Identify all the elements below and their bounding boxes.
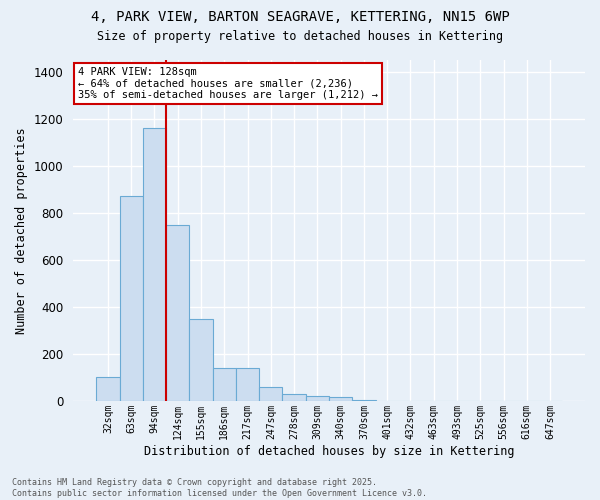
Y-axis label: Number of detached properties: Number of detached properties (15, 127, 28, 334)
Text: 4 PARK VIEW: 128sqm
← 64% of detached houses are smaller (2,236)
35% of semi-det: 4 PARK VIEW: 128sqm ← 64% of detached ho… (78, 67, 378, 100)
Bar (329, 398, 352, 401)
Bar (352, 400, 376, 401)
Bar (306, 396, 329, 401)
Text: Contains HM Land Registry data © Crown copyright and database right 2025.
Contai: Contains HM Land Registry data © Crown c… (12, 478, 427, 498)
Bar (259, 387, 283, 401)
Bar (212, 368, 236, 401)
X-axis label: Distribution of detached houses by size in Kettering: Distribution of detached houses by size … (144, 444, 514, 458)
Bar (283, 394, 306, 401)
Bar (96, 378, 119, 401)
Text: Size of property relative to detached houses in Kettering: Size of property relative to detached ho… (97, 30, 503, 43)
Text: 4, PARK VIEW, BARTON SEAGRAVE, KETTERING, NN15 6WP: 4, PARK VIEW, BARTON SEAGRAVE, KETTERING… (91, 10, 509, 24)
Bar (166, 224, 190, 401)
Bar (143, 128, 166, 401)
Bar (119, 196, 143, 401)
Bar (190, 318, 212, 401)
Bar (236, 368, 259, 401)
